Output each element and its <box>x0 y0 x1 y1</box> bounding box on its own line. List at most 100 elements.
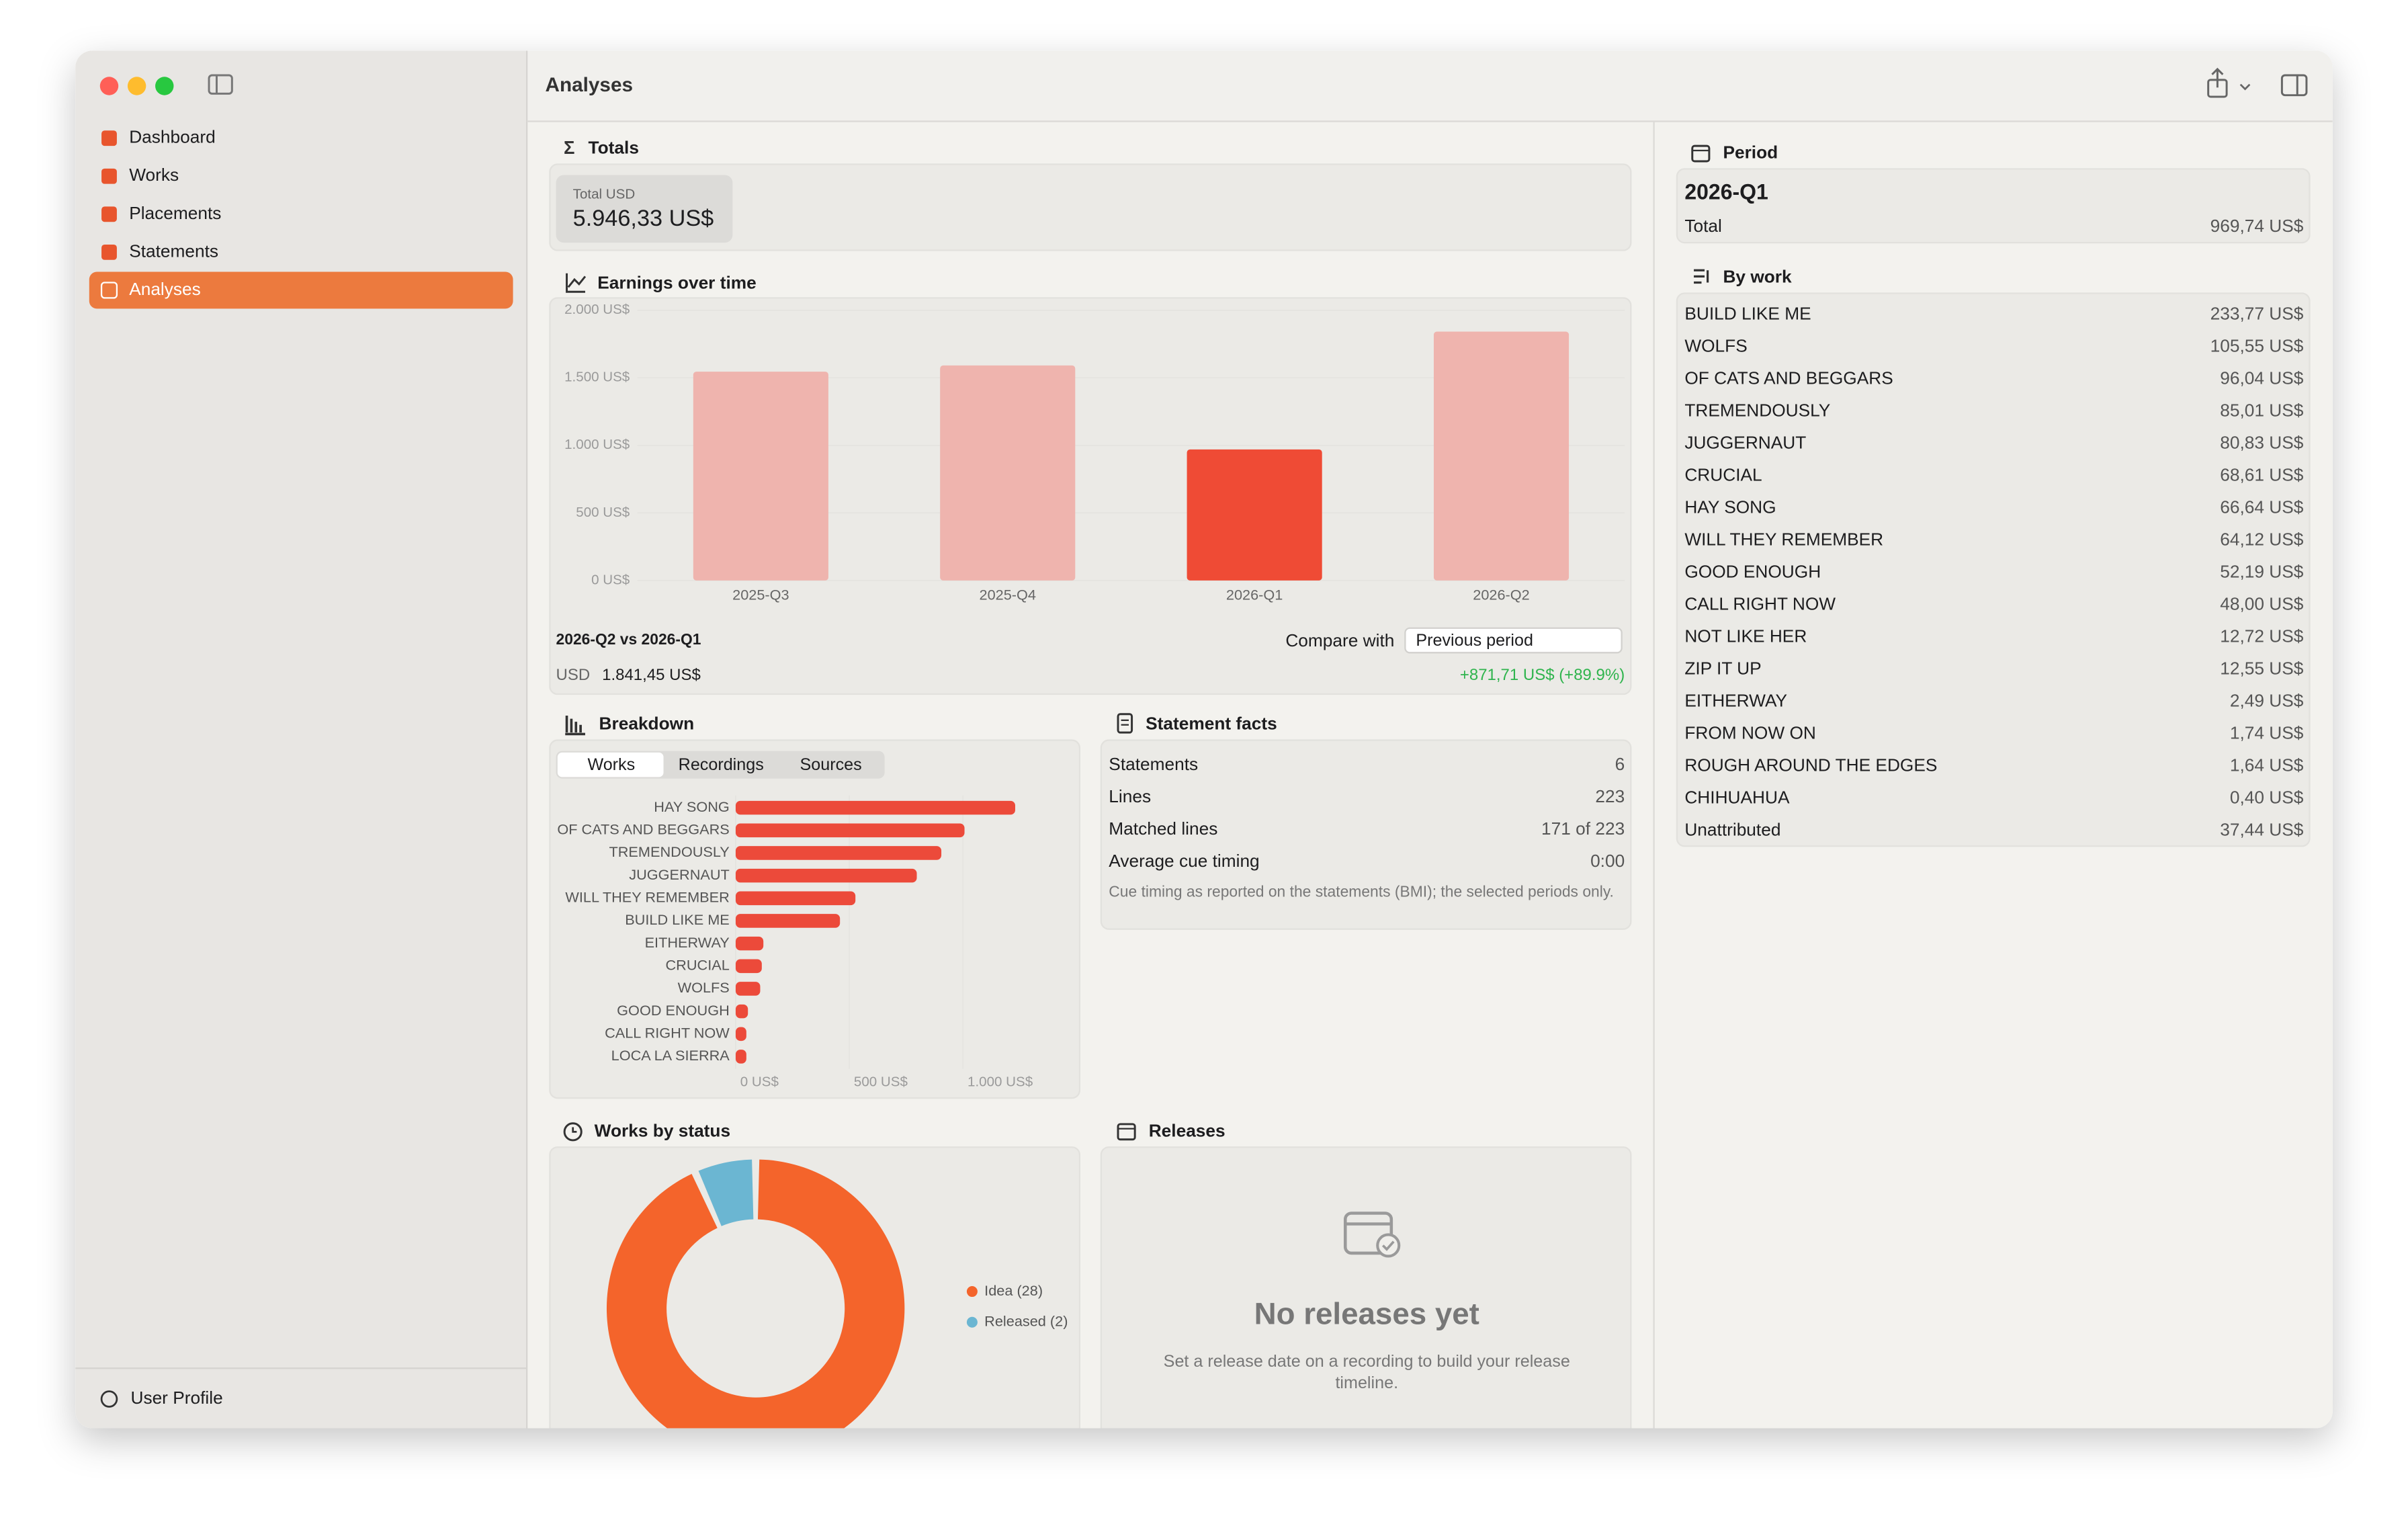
total-label: Total <box>1684 216 1721 236</box>
legend-label: Released (2) <box>984 1312 1068 1329</box>
zoom-button[interactable] <box>155 77 174 95</box>
work-name: HAY SONG <box>1684 497 1776 517</box>
work-value: 105,55 US$ <box>2210 335 2304 355</box>
work-name: BUILD LIKE ME <box>1684 303 1811 323</box>
document-icon <box>1117 713 1133 734</box>
line-chart-icon <box>566 273 587 293</box>
sidebar-item[interactable]: Works <box>129 165 179 185</box>
bar <box>735 936 764 951</box>
clock-icon <box>563 1122 583 1142</box>
work-value: 64,12 US$ <box>2220 529 2304 549</box>
fact-value: 223 <box>1595 786 1625 806</box>
bar <box>940 365 1076 581</box>
user-profile[interactable]: User Profile <box>130 1388 222 1408</box>
sidebar-item[interactable]: Analyses <box>129 279 201 299</box>
work-value: 1,74 US$ <box>2230 722 2304 742</box>
fact-value: 171 of 223 <box>1541 818 1625 839</box>
donut-slice <box>606 1159 905 1429</box>
sidebar-icon <box>101 244 117 260</box>
period: 2026-Q1 <box>1684 179 1768 204</box>
sidebar-item[interactable]: Dashboard <box>129 127 216 147</box>
wrapped-text: Set a release date on a recording to bui… <box>1163 1353 1570 1393</box>
tab[interactable]: Sources <box>800 755 862 774</box>
compare-label: Compare with <box>1285 630 1394 650</box>
x-tick-label: 2026-Q2 <box>1473 586 1529 603</box>
legend-swatch <box>966 1316 978 1328</box>
sidebar-icon <box>101 206 117 222</box>
minimize-button[interactable] <box>127 77 146 95</box>
work-name: Unattributed <box>1684 819 1780 839</box>
total-box <box>556 175 733 243</box>
work-value: 96,04 US$ <box>2220 368 2304 388</box>
work-name: NOT LIKE HER <box>1684 626 1807 646</box>
work-value: 12,72 US$ <box>2220 626 2304 646</box>
x-tick-label: 0 US$ <box>740 1074 779 1090</box>
work-value: 80,83 US$ <box>2220 432 2304 452</box>
text-block: Set a release date on a recording to bui… <box>1163 1353 1570 1393</box>
bars-icon <box>565 716 585 736</box>
inspector-toggle[interactable] <box>2280 74 2308 97</box>
work-name: ZIP IT UP <box>1684 658 1761 678</box>
category-label: HAY SONG <box>654 798 730 815</box>
work-value: 48,00 US$ <box>2220 593 2304 613</box>
window: Analyses Σ Dashboard Works Placements State… <box>75 50 2333 1429</box>
section-heading: Period <box>1723 142 1778 162</box>
tab[interactable]: Works <box>587 755 635 774</box>
category-label: CALL RIGHT NOW <box>605 1025 730 1042</box>
section-heading: Releases <box>1149 1120 1226 1140</box>
fact-label: Lines <box>1109 786 1151 806</box>
work-name: WILL THEY REMEMBER <box>1684 529 1883 549</box>
sidebar-icon <box>101 168 117 184</box>
category-label: LOCA LA SIERRA <box>611 1047 730 1064</box>
card <box>549 163 1632 251</box>
work-value: 0,40 US$ <box>2230 787 2304 807</box>
work-value: 37,44 US$ <box>2220 819 2304 839</box>
music-list-icon <box>1694 269 1709 284</box>
card <box>1676 292 2311 847</box>
work-value: 68,61 US$ <box>2220 464 2304 484</box>
text-block: Cue timing as reported on the statements… <box>1109 884 1614 901</box>
fact-label: Statements <box>1109 754 1198 774</box>
currency-label: USD <box>556 666 591 684</box>
category-label: TREMENDOUSLY <box>609 843 730 860</box>
selected-item <box>89 271 513 309</box>
section-heading: Works by status <box>595 1120 730 1140</box>
share-button[interactable] <box>2207 67 2251 98</box>
bar <box>735 868 917 883</box>
sidebar-item[interactable]: Statements <box>129 241 218 261</box>
work-name: CRUCIAL <box>1684 464 1762 484</box>
bar <box>735 914 841 928</box>
sigma-icon: Σ <box>564 137 574 158</box>
select-chevron <box>1606 631 1617 650</box>
sidebar-item[interactable]: Placements <box>129 203 221 223</box>
x-tick-label: 2025-Q3 <box>732 586 789 603</box>
category-label: GOOD ENOUGH <box>617 1002 730 1019</box>
y-tick-label: 0 US$ <box>591 572 630 587</box>
work-name: FROM NOW ON <box>1684 722 1816 742</box>
work-value: 12,55 US$ <box>2220 658 2304 678</box>
tab[interactable]: Recordings <box>679 755 764 774</box>
work-name: WOLFS <box>1684 335 1747 355</box>
bar <box>735 846 942 860</box>
category-label: JUGGERNAUT <box>629 866 730 883</box>
work-name: EITHERWAY <box>1684 690 1787 710</box>
calendar-icon <box>1691 144 1711 163</box>
x-tick-label: 2025-Q4 <box>980 586 1036 603</box>
fact-label: Average cue timing <box>1109 851 1259 871</box>
selected-tab <box>557 752 664 777</box>
comparison-title: 2026-Q2 vs 2026-Q1 <box>556 630 701 648</box>
user-icon <box>100 1390 118 1408</box>
y-tick-label: 2.000 US$ <box>564 302 630 317</box>
section-heading: By work <box>1723 267 1792 287</box>
sidebar-toggle[interactable] <box>208 74 233 95</box>
y-tick-label: 1.500 US$ <box>564 370 630 385</box>
total-value: 5.946,33 US$ <box>573 206 714 231</box>
bar <box>1433 331 1570 581</box>
category-label: WILL THEY REMEMBER <box>565 889 729 906</box>
close-button[interactable] <box>99 77 119 95</box>
window-title: Analyses <box>546 74 633 96</box>
section-heading: Earnings over time <box>597 273 756 293</box>
x-tick-label: 500 US$ <box>854 1074 908 1090</box>
y-tick-label: 500 US$ <box>576 505 630 520</box>
compare-select[interactable] <box>1404 627 1623 654</box>
